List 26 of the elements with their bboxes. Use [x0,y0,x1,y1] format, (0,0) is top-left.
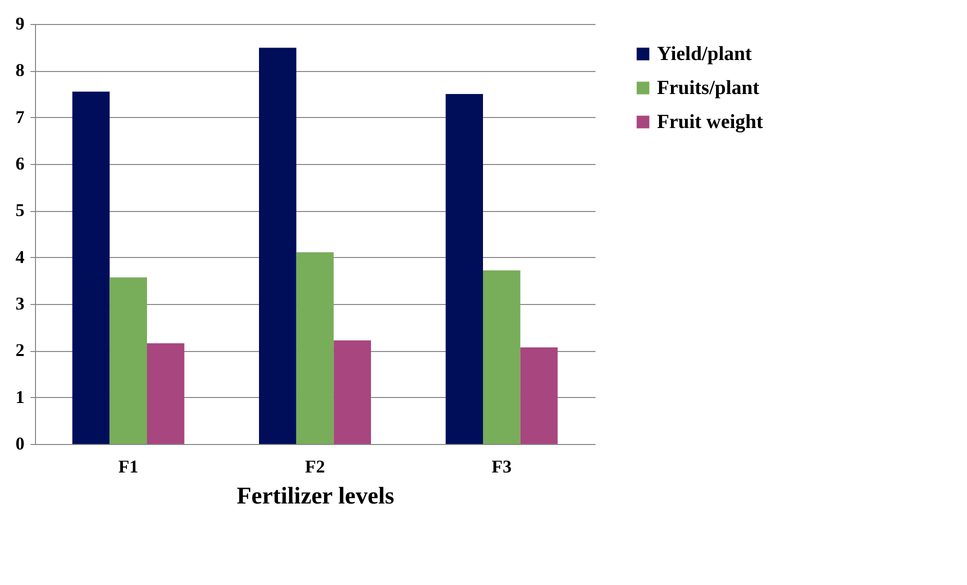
x-tick-label: F1 [118,456,138,476]
bar [72,92,110,444]
y-tick-label: 7 [16,106,24,127]
bar [520,347,558,444]
y-tick-label: 0 [16,434,24,454]
bar [483,270,520,444]
bar [259,48,296,444]
bar [446,94,483,444]
y-tick-label: 8 [16,60,24,80]
bar [334,340,371,444]
bar [110,277,147,444]
legend-label: Fruits/plant [657,77,760,99]
x-tick-label: F2 [305,456,325,476]
y-tick-label: 4 [16,246,24,267]
legend-label: Yield/plant [657,43,752,65]
bar [296,252,334,444]
y-tick-label: 6 [16,154,24,174]
x-axis-title: Fertilizer levels [236,484,394,510]
y-tick-label: 3 [16,294,24,314]
y-tick-label: 1 [16,386,24,407]
y-tick-label: 9 [16,14,24,34]
legend-label: Fruit weight [657,111,764,133]
y-tick-label: 5 [16,200,24,220]
bar [147,343,184,444]
y-tick-label: 2 [16,340,24,360]
x-tick-label: F3 [492,456,512,476]
